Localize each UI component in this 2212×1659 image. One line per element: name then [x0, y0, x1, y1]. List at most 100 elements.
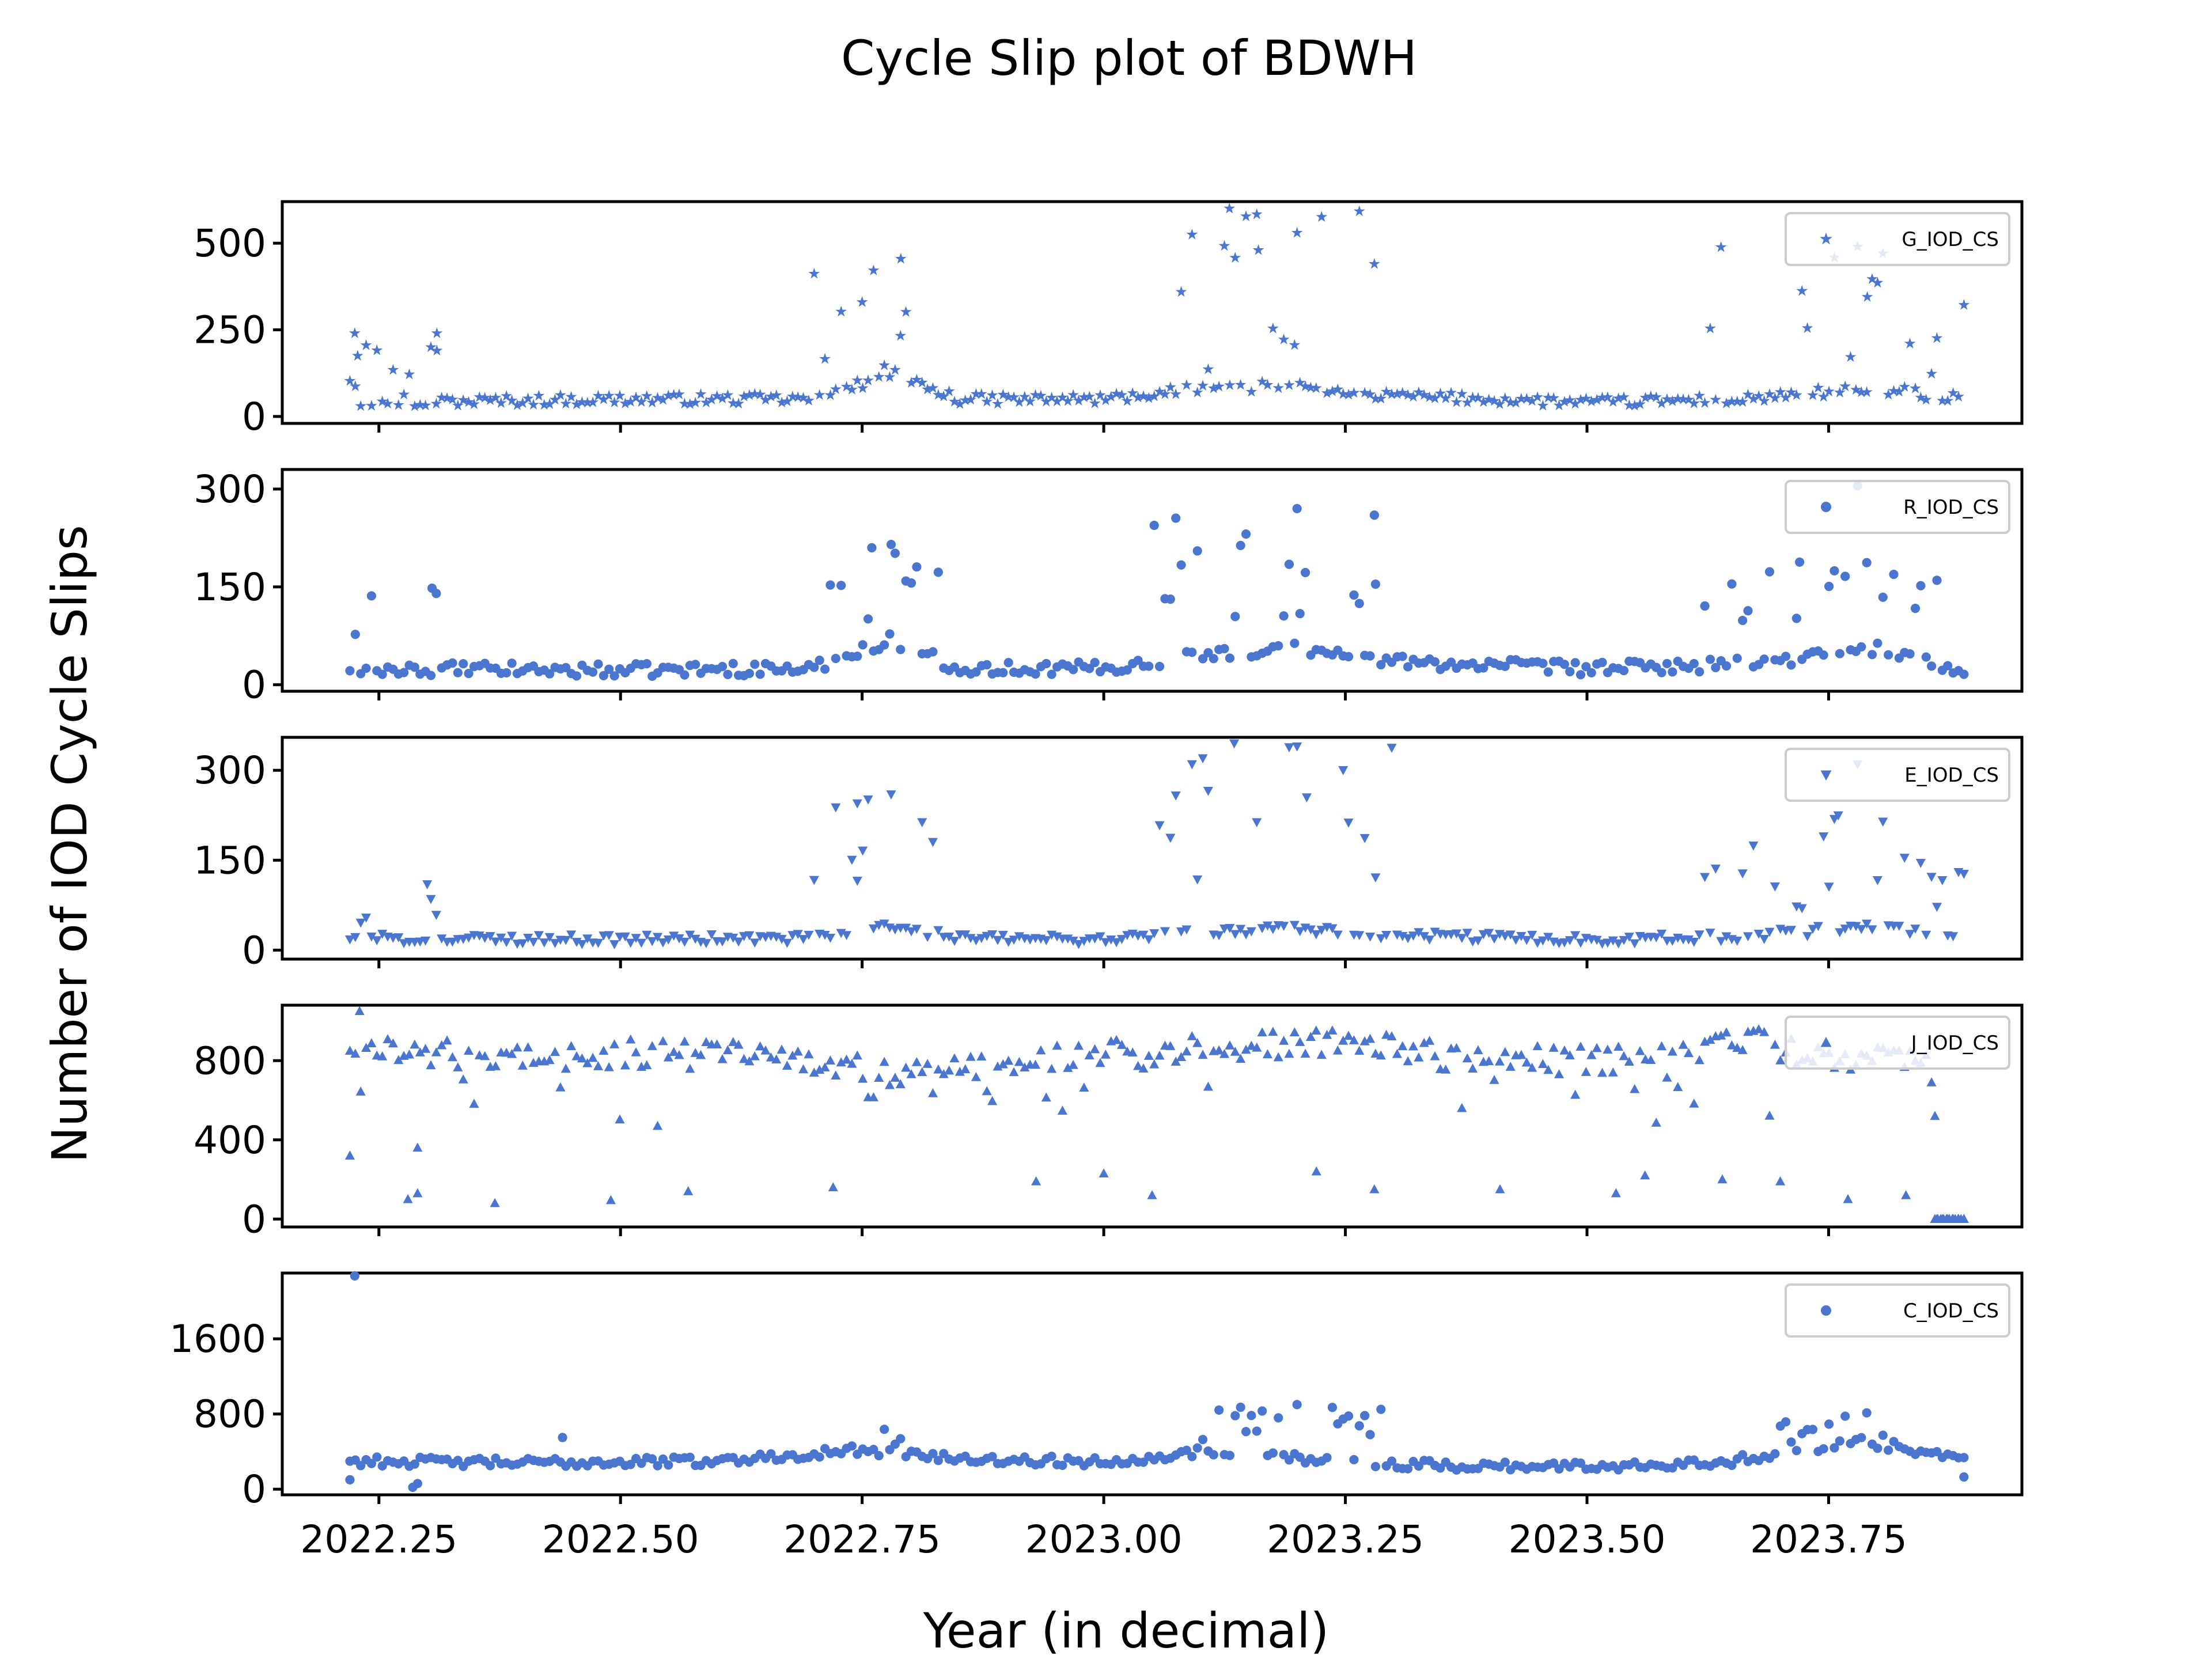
data-point: [1495, 1184, 1505, 1194]
data-point: [1268, 925, 1278, 934]
data-point: [917, 818, 927, 828]
data-point: [490, 392, 502, 403]
data-point: [1403, 662, 1413, 672]
data-point: [1947, 387, 1959, 398]
x-tick-label: 2022.25: [300, 1517, 457, 1562]
data-point: [1943, 661, 1953, 671]
data-point: [1365, 651, 1375, 661]
data-point: [1073, 395, 1085, 406]
data-point: [1365, 1430, 1375, 1440]
data-point: [1808, 1425, 1818, 1434]
data-point: [1321, 387, 1333, 398]
data-point: [944, 1065, 955, 1075]
data-point: [733, 937, 744, 947]
data-point: [717, 662, 728, 672]
data-point: [1292, 742, 1302, 752]
data-point: [793, 1046, 803, 1056]
data-point: [1623, 399, 1635, 410]
data-point: [1213, 380, 1225, 392]
data-point: [1170, 388, 1181, 399]
data-point: [1901, 1190, 1911, 1199]
data-point: [1585, 395, 1597, 407]
data-point: [960, 930, 971, 940]
series-g-iod-cs: [344, 202, 1970, 411]
legend-label: J_IOD_CS: [1910, 1032, 1999, 1055]
data-point: [653, 1120, 663, 1130]
data-point: [1764, 388, 1775, 399]
data-point: [1823, 385, 1835, 397]
data-point: [1240, 210, 1252, 221]
data-point: [1867, 650, 1877, 660]
data-point: [976, 388, 987, 399]
data-point: [1791, 389, 1802, 400]
data-point: [1127, 1047, 1138, 1057]
data-point: [744, 1056, 755, 1066]
data-point: [852, 877, 862, 886]
data-point: [1677, 393, 1689, 404]
data-point: [835, 305, 847, 317]
data-point: [987, 1452, 997, 1461]
data-point: [345, 1475, 355, 1484]
data-point: [431, 327, 443, 338]
data-point: [350, 933, 361, 942]
data-point: [993, 935, 1003, 945]
data-point: [528, 399, 539, 410]
data-point: [1575, 393, 1586, 405]
data-point: [906, 1069, 916, 1078]
data-point: [1666, 395, 1679, 406]
data-point: [1187, 1031, 1197, 1040]
data-point: [1565, 666, 1575, 677]
data-point: [1290, 638, 1300, 648]
data-point: [755, 1041, 766, 1051]
data-point: [1052, 1040, 1062, 1050]
data-point: [1354, 1046, 1365, 1055]
data-point: [1516, 392, 1527, 404]
data-point: [345, 666, 355, 676]
data-point: [1338, 1035, 1349, 1045]
data-point: [1473, 1045, 1483, 1055]
data-point: [1473, 936, 1483, 946]
data-point: [1186, 228, 1198, 240]
data-point: [1937, 876, 1948, 885]
data-point: [533, 389, 545, 401]
data-point: [886, 790, 896, 800]
data-point: [1111, 938, 1122, 948]
data-point: [1753, 929, 1764, 939]
data-point: [1511, 935, 1521, 945]
x-tick-label: 2022.50: [542, 1517, 699, 1562]
data-point: [1106, 935, 1116, 945]
data-point: [922, 933, 933, 942]
data-point: [1063, 1063, 1073, 1072]
data-point: [1187, 1452, 1197, 1461]
data-point: [1214, 1405, 1224, 1415]
data-point: [770, 389, 782, 400]
data-point: [435, 391, 448, 403]
data-point: [427, 583, 437, 593]
data-point: [1689, 1099, 1699, 1108]
data-point: [1543, 1065, 1554, 1074]
data-point: [469, 1099, 479, 1108]
data-point: [474, 391, 486, 402]
data-point: [1273, 1052, 1283, 1062]
data-point: [1607, 396, 1619, 407]
data-point: [501, 390, 512, 401]
data-point: [544, 1055, 555, 1065]
data-point: [599, 1046, 609, 1055]
data-point: [1224, 202, 1236, 214]
data-point: [662, 389, 675, 401]
data-point: [1289, 339, 1301, 350]
data-point: [1855, 386, 1868, 397]
data-point: [1819, 650, 1828, 660]
data-point: [1219, 643, 1229, 654]
data-point: [1611, 1188, 1621, 1198]
data-point: [1225, 1040, 1235, 1050]
data-point: [1635, 1046, 1645, 1055]
data-point: [1575, 938, 1586, 948]
data-point: [1673, 1082, 1683, 1092]
data-point: [652, 392, 664, 403]
data-point: [393, 1055, 404, 1065]
data-point: [820, 930, 830, 940]
y-tick-label: 300: [194, 748, 266, 793]
data-point: [1667, 937, 1677, 946]
data-point: [1668, 667, 1677, 677]
